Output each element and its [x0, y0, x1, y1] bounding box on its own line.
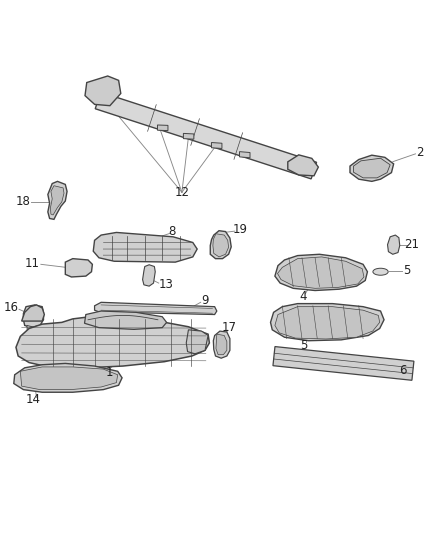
- Polygon shape: [21, 305, 44, 321]
- Text: 14: 14: [26, 393, 41, 406]
- Polygon shape: [213, 234, 229, 257]
- Polygon shape: [353, 158, 390, 178]
- Polygon shape: [240, 151, 250, 158]
- Polygon shape: [95, 302, 217, 314]
- Text: 2: 2: [416, 147, 424, 159]
- Text: 6: 6: [399, 364, 406, 377]
- Circle shape: [74, 340, 85, 350]
- Polygon shape: [16, 317, 209, 368]
- Polygon shape: [271, 304, 384, 341]
- Polygon shape: [216, 334, 227, 354]
- Circle shape: [50, 338, 60, 348]
- Text: 19: 19: [233, 223, 247, 236]
- Bar: [304, 318, 321, 328]
- Text: 21: 21: [404, 238, 420, 251]
- Polygon shape: [95, 92, 317, 179]
- Circle shape: [73, 263, 84, 273]
- Text: 12: 12: [174, 186, 189, 199]
- Polygon shape: [186, 330, 208, 354]
- Polygon shape: [213, 331, 230, 358]
- Polygon shape: [93, 232, 197, 262]
- Polygon shape: [23, 305, 43, 328]
- Polygon shape: [350, 155, 394, 181]
- Polygon shape: [14, 364, 122, 392]
- Circle shape: [105, 341, 115, 351]
- Text: 17: 17: [222, 321, 237, 334]
- Polygon shape: [143, 265, 155, 286]
- Polygon shape: [212, 142, 222, 149]
- Bar: [138, 244, 158, 253]
- Circle shape: [140, 342, 150, 352]
- Polygon shape: [275, 254, 367, 290]
- Text: 18: 18: [16, 195, 31, 207]
- Polygon shape: [20, 367, 118, 390]
- Text: 13: 13: [158, 278, 173, 292]
- Polygon shape: [210, 231, 231, 259]
- Polygon shape: [288, 155, 318, 176]
- Text: 8: 8: [168, 225, 176, 238]
- Ellipse shape: [373, 268, 388, 275]
- Polygon shape: [27, 326, 35, 335]
- Polygon shape: [275, 306, 380, 339]
- Polygon shape: [158, 125, 168, 131]
- Polygon shape: [278, 257, 364, 288]
- Text: 5: 5: [300, 338, 308, 352]
- Polygon shape: [85, 76, 121, 106]
- Text: 4: 4: [299, 290, 307, 303]
- Text: 11: 11: [25, 257, 39, 270]
- Polygon shape: [50, 185, 64, 215]
- Polygon shape: [273, 346, 414, 380]
- Text: 16: 16: [4, 302, 19, 314]
- Text: 5: 5: [403, 264, 410, 277]
- Polygon shape: [65, 259, 92, 277]
- Polygon shape: [85, 311, 166, 329]
- Polygon shape: [48, 181, 67, 220]
- Polygon shape: [388, 235, 400, 254]
- Bar: [112, 244, 132, 253]
- Polygon shape: [184, 133, 194, 139]
- Text: 1: 1: [105, 366, 113, 378]
- Text: 9: 9: [201, 294, 209, 307]
